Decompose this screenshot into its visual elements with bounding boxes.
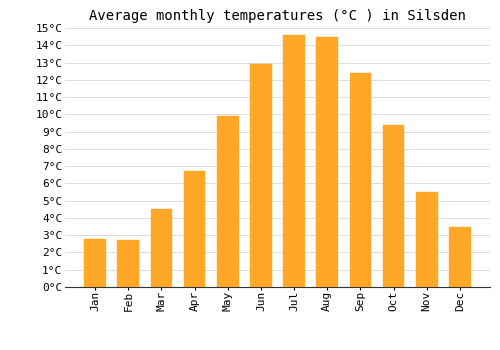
Bar: [217, 116, 238, 287]
Bar: [284, 35, 305, 287]
Bar: [416, 192, 438, 287]
Bar: [84, 239, 106, 287]
Bar: [449, 226, 470, 287]
Bar: [350, 73, 371, 287]
Bar: [250, 64, 272, 287]
Bar: [184, 171, 206, 287]
Title: Average monthly temperatures (°C ) in Silsden: Average monthly temperatures (°C ) in Si…: [89, 9, 466, 23]
Bar: [150, 209, 172, 287]
Bar: [118, 240, 139, 287]
Bar: [383, 125, 404, 287]
Bar: [316, 37, 338, 287]
